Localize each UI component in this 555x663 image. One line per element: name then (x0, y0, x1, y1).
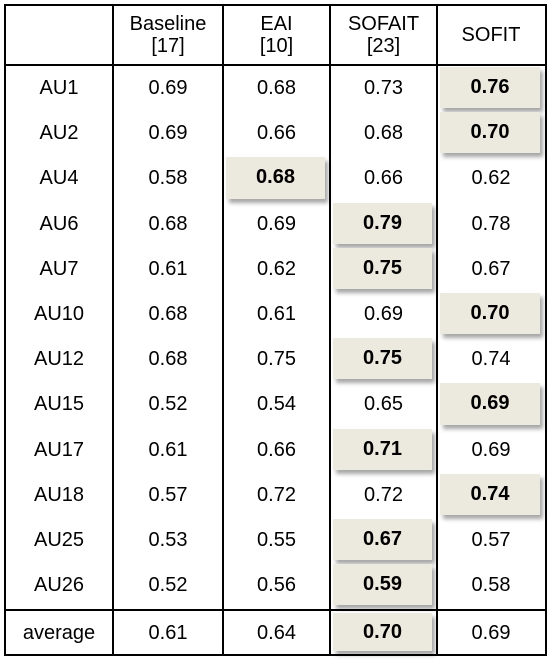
table-row-au6-value-sofait: 0.79 (333, 202, 432, 244)
table-row-au18-value-sofit: 0.74 (440, 473, 540, 515)
table-row-au12-value-eai: 0.75 (257, 348, 296, 371)
table-row-au17-value-sofit: 0.69 (471, 438, 511, 461)
table-row-au2-value-eai: 0.66 (257, 122, 296, 145)
table-row-au1-value-sofit: 0.76 (440, 67, 540, 109)
table-row-au6-label: AU6 (39, 212, 79, 235)
table-row-au1-label: AU1 (39, 77, 79, 100)
column-header-sofit: SOFIT (438, 6, 544, 64)
table-row-au18-value-sofait: 0.72 (364, 483, 403, 506)
table-row-au12-value-sofait: 0.75 (333, 338, 432, 380)
table-row-au7-value-eai: 0.62 (257, 257, 296, 280)
table-row-au25-value-eai: 0.55 (257, 529, 296, 552)
column-header-name: SOFIT (461, 24, 521, 46)
table-row-au2-value-sofait: 0.68 (364, 122, 403, 145)
column-header-ref: [23] (366, 35, 401, 57)
table-row-au4-value-sofit: 0.62 (471, 167, 511, 190)
average-row-value-eai: 0.64 (257, 621, 296, 644)
table-row-au12-label: AU12 (33, 348, 85, 371)
table-row-au4-value-eai: 0.68 (226, 157, 325, 199)
table-row-au26-value-sofit: 0.58 (471, 574, 511, 597)
table-row-au6-value-baseline: 0.68 (148, 212, 188, 235)
table-row-au10-value-baseline: 0.68 (148, 303, 188, 326)
table-row-au25-value-sofait: 0.67 (333, 519, 432, 561)
column-divider (436, 6, 438, 654)
table-row-au17-value-sofait: 0.71 (333, 428, 432, 470)
table-row-au26-value-eai: 0.56 (257, 574, 296, 597)
average-divider (6, 609, 545, 612)
table-row-au10-value-sofait: 0.69 (364, 303, 403, 326)
table-row-au26-value-baseline: 0.52 (148, 574, 188, 597)
table-row-au25-label: AU25 (33, 529, 85, 552)
average-row-value-sofait: 0.70 (333, 613, 432, 651)
table-row-au6-value-eai: 0.69 (257, 212, 296, 235)
table-row-au18-value-baseline: 0.57 (148, 483, 188, 506)
column-header-ref: [10] (259, 35, 294, 57)
column-header-name: SOFAIT (347, 13, 420, 35)
column-header-baseline: Baseline [17] (114, 6, 222, 64)
column-header-name: Baseline (129, 13, 207, 35)
table-row-au2-value-sofit: 0.70 (440, 112, 540, 154)
table-row-au1-value-eai: 0.68 (257, 77, 296, 100)
table-row-au26-value-sofait: 0.59 (333, 564, 432, 606)
column-divider (329, 6, 331, 654)
table-row-au12-value-sofit: 0.74 (471, 348, 511, 371)
table-row-au10-value-eai: 0.61 (257, 303, 296, 326)
table-row-au25-value-baseline: 0.53 (148, 529, 188, 552)
column-header-name: EAI (260, 13, 293, 35)
table-row-au26-label: AU26 (33, 574, 85, 597)
table-row-au18-value-eai: 0.72 (257, 483, 296, 506)
header-divider (6, 64, 545, 66)
table-row-au17-value-baseline: 0.61 (148, 438, 188, 461)
average-row-value-sofit: 0.69 (471, 621, 511, 644)
table-row-au18-label: AU18 (33, 483, 85, 506)
column-divider (222, 6, 224, 654)
table-row-au2-value-baseline: 0.69 (148, 122, 188, 145)
table-row-au7-value-baseline: 0.61 (148, 257, 188, 280)
column-divider (112, 6, 114, 654)
table-row-au15-value-baseline: 0.52 (148, 393, 188, 416)
table-row-au2-label: AU2 (39, 122, 79, 145)
table-row-au15-label: AU15 (33, 393, 85, 416)
table-row-au12-value-baseline: 0.68 (148, 348, 188, 371)
column-header-ref: [17] (151, 35, 185, 57)
table-row-au1-value-baseline: 0.69 (148, 77, 188, 100)
table-row-au1-value-sofait: 0.73 (364, 77, 403, 100)
average-row-label: average (22, 621, 96, 644)
table-row-au6-value-sofit: 0.78 (471, 212, 511, 235)
table-row-au25-value-sofit: 0.57 (471, 529, 511, 552)
average-row-value-baseline: 0.61 (148, 621, 188, 644)
table-row-au15-value-sofait: 0.65 (364, 393, 403, 416)
table-row-au4-value-sofait: 0.66 (364, 167, 403, 190)
table-row-au4-label: AU4 (39, 167, 79, 190)
table-row-au10-value-sofit: 0.70 (440, 293, 540, 335)
table-row-au17-label: AU17 (33, 438, 85, 461)
table-row-au7-value-sofit: 0.67 (471, 257, 511, 280)
table-row-au15-value-sofit: 0.69 (440, 383, 540, 425)
column-header-sofait: SOFAIT [23] (331, 6, 436, 64)
table-row-au17-value-eai: 0.66 (257, 438, 296, 461)
table-row-au15-value-eai: 0.54 (257, 393, 296, 416)
table-row-au7-label: AU7 (39, 257, 79, 280)
table-row-au7-value-sofait: 0.75 (333, 247, 432, 289)
results-table: Baseline [17] EAI [10] SOFAIT [23] SOFIT AU1 0.6… (4, 4, 547, 656)
table-row-au10-label: AU10 (33, 303, 85, 326)
table-row-au4-value-baseline: 0.58 (148, 167, 188, 190)
column-header-eai: EAI [10] (224, 6, 329, 64)
